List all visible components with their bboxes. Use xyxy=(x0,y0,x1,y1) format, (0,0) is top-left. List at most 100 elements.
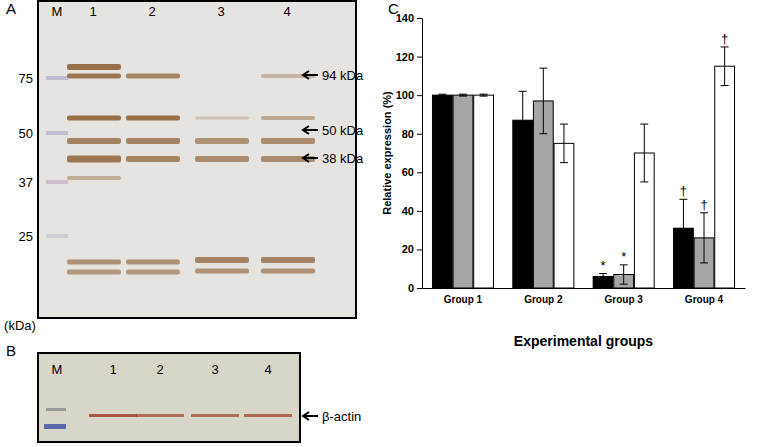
protein-band xyxy=(261,116,315,120)
lane-label: M xyxy=(52,362,63,377)
protein-band xyxy=(89,414,137,417)
blot-frame xyxy=(38,1,356,318)
ladder-band xyxy=(46,131,68,135)
protein-band xyxy=(191,414,239,417)
y-tick-label: 140 xyxy=(396,12,414,24)
error-bar xyxy=(480,94,488,96)
y-tick-mark xyxy=(417,172,422,173)
lane-label: 3 xyxy=(211,362,218,377)
protein-band xyxy=(126,156,180,162)
arrow xyxy=(303,71,318,79)
protein-band xyxy=(195,257,249,263)
protein-band xyxy=(195,269,249,274)
blot-a: AM123475503725(kDa)94 kDa50 kDa38 kDa xyxy=(4,0,364,333)
chart-c: C020406080100120140Group 1Group 2Group 3… xyxy=(381,0,746,349)
x-tick: Group 2 xyxy=(524,294,563,305)
x-tick: Group 3 xyxy=(605,294,644,305)
ladder-band xyxy=(46,180,68,184)
blot-b: BM1234β-actin xyxy=(6,342,361,442)
y-axis: 020406080100120140 xyxy=(396,12,423,294)
protein-band xyxy=(67,156,121,163)
y-tick-label: 0 xyxy=(408,282,414,294)
protein-band xyxy=(126,270,180,275)
protein-band xyxy=(67,138,121,144)
y-tick-mark xyxy=(417,249,422,250)
annotation: * xyxy=(601,258,606,273)
error-bar xyxy=(599,274,607,280)
protein-band xyxy=(67,116,121,121)
lane-label: M xyxy=(52,4,63,19)
protein-band xyxy=(195,117,249,120)
protein-band xyxy=(136,414,184,417)
annotation: † xyxy=(700,197,707,212)
error-bar xyxy=(459,94,467,96)
protein-band xyxy=(126,260,180,265)
y-tick: 0 xyxy=(408,282,422,294)
protein-band xyxy=(126,74,180,79)
lane-label: 4 xyxy=(283,4,290,19)
ladder-band xyxy=(44,424,66,429)
band-label: 94 kDa xyxy=(322,68,364,83)
protein-band xyxy=(67,74,121,79)
y-axis-title: Relative expression (%) xyxy=(381,91,393,215)
y-tick-mark xyxy=(417,57,422,58)
size-marker-label: 37 xyxy=(19,175,33,190)
ladder-band xyxy=(46,408,66,411)
bar xyxy=(474,95,494,288)
unit-label: (kDa) xyxy=(4,318,36,333)
protein-band xyxy=(244,414,292,417)
ladder-band xyxy=(46,234,68,238)
y-tick-label: 80 xyxy=(402,128,414,140)
protein-band xyxy=(67,260,121,265)
annotation: † xyxy=(721,31,728,46)
size-marker-label: 50 xyxy=(19,126,33,141)
protein-band xyxy=(67,270,121,275)
bar xyxy=(432,95,452,288)
x-axis: Group 1 Group 2 Group 3 Group 4 xyxy=(423,289,746,306)
bar xyxy=(453,95,473,288)
y-tick-mark xyxy=(417,288,422,289)
error-bar xyxy=(620,265,628,284)
arrow xyxy=(303,126,318,134)
y-tick-label: 120 xyxy=(396,51,414,63)
y-tick-label: 40 xyxy=(402,205,414,217)
y-axis-line xyxy=(417,19,423,289)
error-bar xyxy=(438,94,446,96)
lane-label: 3 xyxy=(217,4,224,19)
annotation: * xyxy=(621,249,626,264)
protein-band xyxy=(261,138,315,144)
y-tick: 120 xyxy=(396,51,422,63)
protein-band xyxy=(195,156,249,162)
protein-band xyxy=(195,138,249,144)
error-bar xyxy=(640,124,648,182)
bar xyxy=(554,143,574,288)
x-axis-title: Experimental groups xyxy=(514,333,653,349)
lane-label: 4 xyxy=(264,362,271,377)
lane-label: 1 xyxy=(109,362,116,377)
error-bar xyxy=(679,199,687,257)
plot-marks xyxy=(432,47,734,288)
size-marker-label: 75 xyxy=(19,71,33,86)
error-bar xyxy=(560,124,568,163)
y-tick-label: 100 xyxy=(396,89,414,101)
x-axis-line xyxy=(423,288,746,289)
protein-band xyxy=(67,64,121,70)
x-tick-label: Group 2 xyxy=(524,294,563,305)
error-bar xyxy=(700,213,708,263)
band-label: 50 kDa xyxy=(322,123,364,138)
y-tick: 80 xyxy=(402,128,422,140)
y-tick-mark xyxy=(417,134,422,135)
x-tick: Group 1 xyxy=(444,294,483,305)
y-tick: 140 xyxy=(396,12,422,24)
protein-band xyxy=(261,257,315,263)
protein-band xyxy=(126,138,180,144)
y-tick: 40 xyxy=(402,205,422,217)
y-tick-mark xyxy=(417,211,422,212)
error-bar xyxy=(539,68,547,134)
y-tick: 20 xyxy=(402,243,422,255)
bar xyxy=(715,66,735,288)
x-tick-label: Group 4 xyxy=(685,294,724,305)
y-tick-mark xyxy=(417,18,422,19)
band-label: β-actin xyxy=(322,409,361,424)
x-tick-label: Group 3 xyxy=(605,294,644,305)
